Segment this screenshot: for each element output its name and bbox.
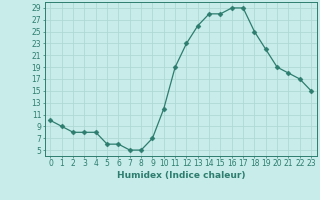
X-axis label: Humidex (Indice chaleur): Humidex (Indice chaleur) (116, 171, 245, 180)
